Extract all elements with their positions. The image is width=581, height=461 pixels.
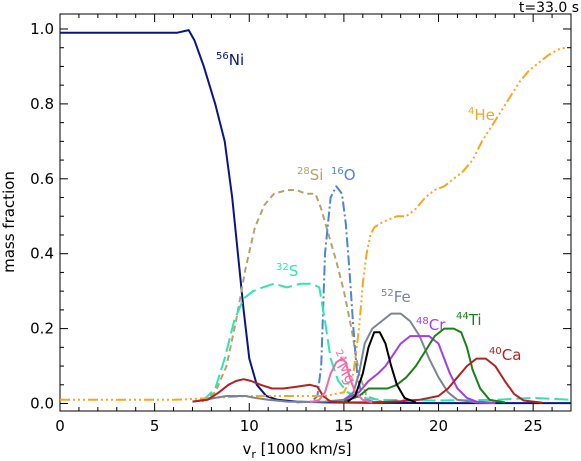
time-label: t=33.0 s — [519, 0, 579, 16]
y-axis-ticks: 0.0 0.2 0.4 0.6 0.8 1.0 — [30, 20, 571, 413]
x-axis-label-main: v — [242, 440, 251, 458]
element-symbol: Ti — [468, 311, 482, 329]
series-line-s32 — [201, 282, 572, 403]
x-tick-label: 20 — [429, 417, 448, 435]
series-line-cr48 — [343, 335, 496, 404]
plot-border — [59, 13, 572, 412]
isotope-mass-number: 16 — [331, 166, 344, 177]
isotope-mass-number: 56 — [216, 51, 229, 62]
series-line-o16 — [296, 185, 382, 404]
series-label-si28: 28Si — [297, 166, 323, 184]
y-tick-label: 0.6 — [30, 170, 54, 188]
element-symbol: Ni — [229, 51, 244, 69]
isotope-mass-number: 32 — [276, 262, 289, 273]
series-label-he4: 4He — [468, 106, 495, 124]
series-line-fe52 — [192, 312, 496, 405]
element-symbol: He — [474, 106, 495, 124]
series-label-o16: 16O — [331, 166, 356, 184]
element-symbol: Cr — [429, 316, 446, 334]
series-line-ti44 — [343, 327, 505, 404]
series-line-si28 — [201, 189, 383, 403]
series-line-he4 — [60, 46, 566, 401]
series-line-unlabeled-10 — [347, 331, 417, 404]
isotope-mass-number: 28 — [297, 166, 310, 177]
isotope-mass-number: 4 — [468, 106, 474, 117]
x-tick-label: 5 — [150, 417, 160, 435]
isotope-mass-number: 44 — [456, 311, 469, 322]
series-label-s32: 32S — [276, 262, 298, 280]
series-label-fe52: 52Fe — [381, 288, 411, 306]
series-lines — [60, 29, 572, 405]
series-line-mg24 — [309, 357, 373, 404]
y-tick-label: 1.0 — [30, 20, 54, 38]
plot-frame — [59, 13, 572, 412]
y-axis-label: mass fraction — [0, 171, 18, 273]
x-tick-label: 15 — [334, 417, 353, 435]
x-tick-label: 25 — [524, 417, 543, 435]
element-symbol: O — [344, 166, 356, 184]
element-symbol: Fe — [394, 288, 411, 306]
x-axis-ticks: 0 5 10 15 20 25 — [55, 14, 572, 435]
y-tick-label: 0.4 — [30, 245, 54, 263]
isotope-mass-number: 48 — [416, 316, 429, 327]
series-label-ca40: 40Ca — [489, 346, 521, 364]
series-label-cr48: 48Cr — [416, 316, 446, 334]
series-label-ti44: 44Ti — [456, 311, 482, 329]
y-tick-label: 0.8 — [30, 95, 54, 113]
x-tick-label: 0 — [55, 417, 65, 435]
x-axis-label-rest: [1000 km/s] — [256, 440, 352, 458]
series-label-ni56: 56Ni — [216, 51, 244, 69]
x-axis-label-sub: r — [251, 448, 256, 461]
y-tick-label: 0.0 — [30, 395, 54, 413]
y-tick-label: 0.2 — [30, 320, 54, 338]
series-line-ca40 — [192, 357, 543, 404]
element-symbol: Ca — [502, 346, 522, 364]
isotope-mass-number: 52 — [381, 288, 394, 299]
x-axis-label: vr [1000 km/s] — [242, 440, 351, 461]
isotope-mass-number: 40 — [489, 346, 502, 357]
element-symbol: S — [289, 262, 299, 280]
element-symbol: Si — [310, 166, 324, 184]
x-tick-label: 10 — [240, 417, 259, 435]
